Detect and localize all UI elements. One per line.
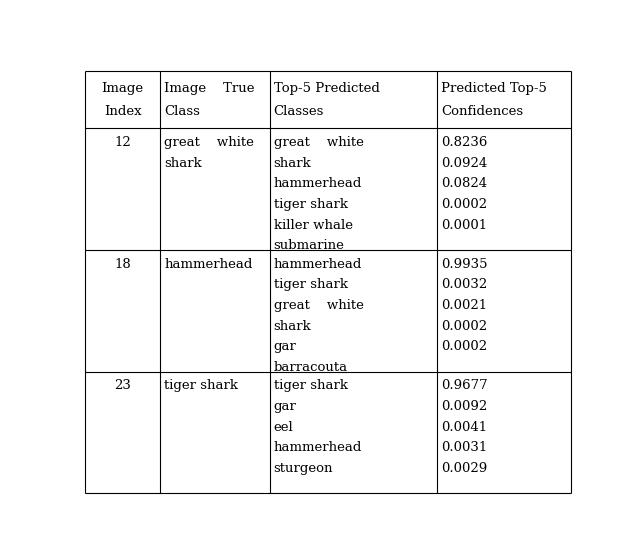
- Text: sturgeon: sturgeon: [274, 462, 333, 475]
- Text: eel: eel: [274, 420, 293, 434]
- Text: 0.0041: 0.0041: [442, 420, 488, 434]
- Text: killer whale: killer whale: [274, 219, 353, 232]
- Text: tiger shark: tiger shark: [274, 198, 348, 211]
- Text: 0.0824: 0.0824: [442, 177, 488, 191]
- Text: Top-5 Predicted
Classes: Top-5 Predicted Classes: [274, 82, 380, 118]
- Text: 0.0032: 0.0032: [442, 278, 488, 291]
- Text: 0.0031: 0.0031: [442, 441, 488, 454]
- Text: 0.9935: 0.9935: [442, 258, 488, 271]
- Text: 0.9677: 0.9677: [442, 380, 488, 392]
- Text: 0.0021: 0.0021: [442, 299, 488, 312]
- Text: gar: gar: [274, 400, 296, 413]
- Text: 0.8236: 0.8236: [442, 136, 488, 149]
- Text: 0.0001: 0.0001: [442, 219, 488, 232]
- Text: hammerhead: hammerhead: [274, 177, 362, 191]
- Text: shark: shark: [164, 157, 202, 170]
- Text: 0.0002: 0.0002: [442, 340, 488, 353]
- Text: hammerhead: hammerhead: [274, 441, 362, 454]
- Text: great    white: great white: [274, 299, 364, 312]
- Text: 18: 18: [115, 258, 131, 271]
- Text: 0.0924: 0.0924: [442, 157, 488, 170]
- Text: hammerhead: hammerhead: [164, 258, 253, 271]
- Text: gar: gar: [274, 340, 296, 353]
- Text: shark: shark: [274, 320, 312, 333]
- Text: Image
Index: Image Index: [102, 82, 144, 118]
- Text: submarine: submarine: [274, 239, 344, 252]
- Text: 0.0029: 0.0029: [442, 462, 488, 475]
- Text: 0.0002: 0.0002: [442, 320, 488, 333]
- Text: 23: 23: [114, 380, 131, 392]
- Text: tiger shark: tiger shark: [274, 380, 348, 392]
- Text: tiger shark: tiger shark: [274, 278, 348, 291]
- Text: Image    True
Class: Image True Class: [164, 82, 255, 118]
- Text: 12: 12: [115, 136, 131, 149]
- Text: barracouta: barracouta: [274, 361, 348, 374]
- Text: hammerhead: hammerhead: [274, 258, 362, 271]
- Text: great    white: great white: [274, 136, 364, 149]
- Text: tiger shark: tiger shark: [164, 380, 238, 392]
- Text: Predicted Top-5
Confidences: Predicted Top-5 Confidences: [442, 82, 547, 118]
- Text: 0.0092: 0.0092: [442, 400, 488, 413]
- Text: great    white: great white: [164, 136, 254, 149]
- Text: 0.0002: 0.0002: [442, 198, 488, 211]
- Text: shark: shark: [274, 157, 312, 170]
